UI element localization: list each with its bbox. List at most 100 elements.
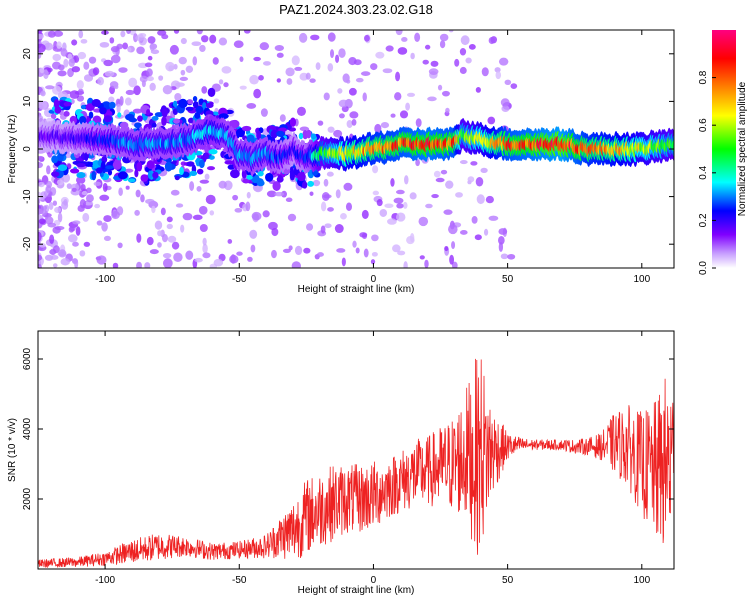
heatmap-noise-cell <box>125 89 135 96</box>
heatmap-noise-cell <box>38 33 44 40</box>
heatmap-noise-cell <box>274 191 285 197</box>
heatmap-noise-cell <box>111 210 120 220</box>
heatmap-noise-cell <box>147 36 156 44</box>
heatmap-noise-cell <box>246 191 251 199</box>
heatmap-cluster-cell <box>146 160 155 170</box>
snr-x-tick-label: -100 <box>95 575 115 586</box>
heatmap-cluster-cell <box>134 169 139 178</box>
heatmap-noise-cell <box>202 252 211 259</box>
heatmap-noise-cell <box>245 201 251 212</box>
heatmap-noise-cell <box>175 203 184 208</box>
heatmap-cluster-cell <box>198 159 205 169</box>
heatmap-cluster-cell <box>127 178 136 183</box>
heatmap-noise-cell <box>507 253 516 260</box>
heatmap-noise-cell <box>487 116 496 125</box>
heatmap-noise-cell <box>68 57 75 67</box>
heatmap-noise-cell <box>394 92 402 101</box>
spectrogram-y-tick-label: 20 <box>22 48 33 60</box>
heatmap-cluster-cell <box>298 132 304 140</box>
heatmap-noise-cell <box>44 216 54 225</box>
heatmap-noise-cell <box>239 85 247 90</box>
heatmap-cluster-cell <box>265 172 274 182</box>
heatmap-cluster-cell <box>307 180 315 187</box>
heatmap-noise-cell <box>113 84 119 90</box>
heatmap-noise-cell <box>343 182 353 191</box>
heatmap-cluster-cell <box>178 98 188 109</box>
heatmap-noise-cell <box>352 240 357 248</box>
heatmap-noise-cell <box>439 40 446 49</box>
heatmap-cluster-cell <box>63 101 72 107</box>
snr-plot-area <box>38 358 674 568</box>
heatmap-noise-cell <box>201 86 208 94</box>
heatmap-noise-cell <box>351 119 357 126</box>
heatmap-cluster-cell <box>51 171 60 177</box>
heatmap-noise-cell <box>213 258 224 267</box>
heatmap-noise-cell <box>174 93 182 101</box>
heatmap-noise-cell <box>449 254 455 265</box>
heatmap-noise-cell <box>149 43 155 52</box>
heatmap-noise-cell <box>415 118 422 128</box>
heatmap-noise-cell <box>191 41 202 47</box>
heatmap-noise-cell <box>239 56 244 62</box>
heatmap-noise-cell <box>340 213 347 220</box>
heatmap-noise-cell <box>305 72 311 80</box>
heatmap-noise-cell <box>510 83 518 90</box>
heatmap-noise-cell <box>443 209 453 215</box>
heatmap-noise-cell <box>180 224 185 233</box>
heatmap-noise-cell <box>132 108 142 114</box>
heatmap-noise-cell <box>445 180 454 189</box>
heatmap-cluster-cell <box>174 175 180 181</box>
heatmap-noise-cell <box>494 67 501 73</box>
heatmap-noise-cell <box>271 227 279 237</box>
heatmap-noise-cell <box>88 56 97 64</box>
heatmap-noise-cell <box>60 48 68 57</box>
heatmap-cluster-cell <box>76 163 86 168</box>
heatmap-noise-cell <box>382 68 393 74</box>
heatmap-noise-cell <box>77 88 84 95</box>
heatmap-cluster-cell <box>194 112 201 119</box>
heatmap-noise-cell <box>362 92 367 102</box>
heatmap-noise-cell <box>194 257 203 263</box>
heatmap-noise-cell <box>223 82 229 88</box>
heatmap-noise-cell <box>204 173 210 180</box>
heatmap-noise-cell <box>355 247 360 254</box>
heatmap-noise-cell <box>82 212 90 222</box>
heatmap-noise-cell <box>50 113 57 120</box>
heatmap-noise-cell <box>76 176 86 185</box>
heatmap-noise-cell <box>209 210 215 216</box>
heatmap-noise-cell <box>495 71 502 80</box>
heatmap-noise-cell <box>80 38 88 44</box>
heatmap-noise-cell <box>451 261 458 268</box>
heatmap-noise-cell <box>41 209 48 216</box>
heatmap-noise-cell <box>112 262 119 268</box>
heatmap-noise-cell <box>173 252 183 263</box>
heatmap-noise-cell <box>327 32 336 42</box>
heatmap-noise-cell <box>158 75 164 81</box>
heatmap-noise-cell <box>465 57 472 64</box>
heatmap-noise-cell <box>402 201 408 209</box>
heatmap-cluster-cell <box>108 101 116 109</box>
spectrogram-x-tick-label: 0 <box>371 274 377 285</box>
heatmap-noise-cell <box>476 194 485 205</box>
heatmap-noise-cell <box>51 61 61 70</box>
snr-x-tick-label: 100 <box>633 575 650 586</box>
heatmap-cluster-cell <box>107 169 113 176</box>
heatmap-noise-cell <box>326 171 334 177</box>
colorbar-tick-label: 0.8 <box>698 70 709 84</box>
heatmap-noise-cell <box>393 197 404 204</box>
heatmap-noise-cell <box>71 39 78 46</box>
heatmap-noise-cell <box>134 209 140 216</box>
heatmap-noise-cell <box>475 87 481 93</box>
heatmap-noise-cell <box>395 71 401 82</box>
heatmap-noise-cell <box>57 70 67 77</box>
heatmap-cluster-cell <box>172 159 177 165</box>
heatmap-cluster-cell <box>256 130 262 140</box>
heatmap-noise-cell <box>247 256 253 262</box>
heatmap-noise-cell <box>161 34 169 40</box>
heatmap-noise-cell <box>444 246 449 252</box>
heatmap-cluster-cell <box>57 164 68 172</box>
heatmap-noise-cell <box>157 230 163 237</box>
heatmap-noise-cell <box>52 226 61 234</box>
colorbar-ticks: 0.0 0.2 0.4 0.6 0.8 <box>698 70 716 275</box>
